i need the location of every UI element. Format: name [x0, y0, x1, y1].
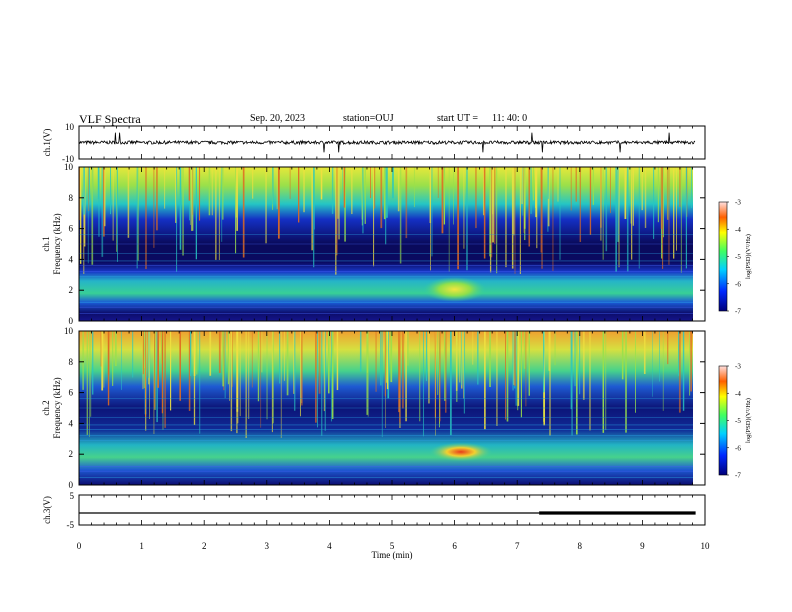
ch2-spec-colorbar-tick: -6 [735, 444, 741, 452]
x-tick-label: 5 [390, 541, 395, 551]
ch2-spec-blob [429, 442, 493, 462]
chart-title: VLF Spectra [79, 112, 141, 126]
ch3-ytick-top: 5 [70, 491, 75, 501]
ch1-spec-image [79, 167, 693, 321]
x-tick-label: 4 [327, 541, 332, 551]
ch2-spec-colorbar-tick: -4 [735, 390, 741, 398]
ch1-waveform-line [78, 132, 696, 153]
ch2-spec-ytick-label: 4 [69, 418, 74, 428]
x-tick-label: 2 [202, 541, 207, 551]
x-tick-label: 3 [265, 541, 270, 551]
start-time: 11: 40: 0 [492, 113, 528, 124]
ch1-spec-colorbar [718, 201, 728, 312]
ch3-ytick-bottom: -5 [67, 520, 75, 530]
ch2-spec-ytick-label: 6 [69, 388, 74, 398]
ch1-spec-colorbar-tick: -7 [735, 308, 741, 316]
ch1-ytick-top: 10 [65, 122, 75, 132]
ch2-spec-ylabel: Frequency (kHz) [52, 377, 62, 438]
ch2-spec-colorbar [718, 365, 728, 476]
ch1-waveform-frame-ticks [78, 126, 706, 159]
ch2-spec-colorbar-tick: -5 [735, 417, 741, 425]
ch2-spec-ytick-label: 2 [69, 449, 74, 459]
ch3-ylabel: ch.3(V) [42, 496, 52, 524]
ch1-spec-ytick-label: 6 [69, 224, 74, 234]
ch3-waveform-frame-ticks [78, 495, 706, 525]
ch2-spec-colorbar-tick: -7 [735, 472, 741, 480]
ch2-spec-ytick-label: 8 [69, 357, 74, 367]
x-tick-label: 10 [701, 541, 711, 551]
ch1-spec-ytick-label: 10 [64, 162, 74, 172]
x-axis-label: Time (min) [372, 550, 413, 560]
ch1-spec-ytick-label: 8 [69, 193, 74, 203]
ch1-spec-blob [423, 276, 486, 302]
ch2-spec-ylabel-channel: ch.2 [41, 400, 51, 415]
ch2-spec-image [79, 331, 693, 485]
start-label: start UT = [437, 113, 479, 124]
ch1-spec-colorbar-tick: -4 [735, 226, 741, 234]
ch1-ylabel: ch.1(V) [42, 129, 52, 157]
ch1-spec-colorbar-tick: -6 [735, 280, 741, 288]
ch1-ytick-bottom: -10 [62, 154, 74, 164]
ch1-spec-frame-ticks [78, 167, 706, 321]
ch1-spec-colorbar-tick: -5 [735, 253, 741, 261]
x-tick-label: 1 [139, 541, 144, 551]
x-tick-label: 0 [77, 541, 82, 551]
ch1-spec-colorbar-tick: -3 [735, 199, 741, 207]
x-tick-label: 7 [515, 541, 520, 551]
ch1-spec-ytick-label: 0 [69, 316, 74, 326]
ch1-spec-colorbar-label: log(PSD)(V²/Hz) [745, 234, 752, 279]
ch1-spec-ytick-label: 4 [69, 254, 74, 264]
x-tick-label: 8 [578, 541, 583, 551]
ch1-spec-ylabel-channel: ch.1 [41, 236, 51, 251]
ch2-spec-colorbar-tick: -3 [735, 363, 741, 371]
ch2-spec-ytick-label: 10 [64, 326, 74, 336]
x-tick-label: 9 [640, 541, 645, 551]
ch2-spec-colorbar-label: log(PSD)(V²/Hz) [745, 398, 752, 443]
ch1-spec-ytick-label: 2 [69, 285, 74, 295]
ch2-spec-ytick-label: 0 [69, 480, 74, 490]
date-label: Sep. 20, 2023 [250, 113, 305, 124]
ch1-spec-ylabel: Frequency (kHz) [52, 213, 62, 274]
ch2-spec-frame-ticks [78, 331, 706, 485]
x-tick-label: 6 [452, 541, 457, 551]
station-label: station=OUJ [343, 113, 394, 124]
